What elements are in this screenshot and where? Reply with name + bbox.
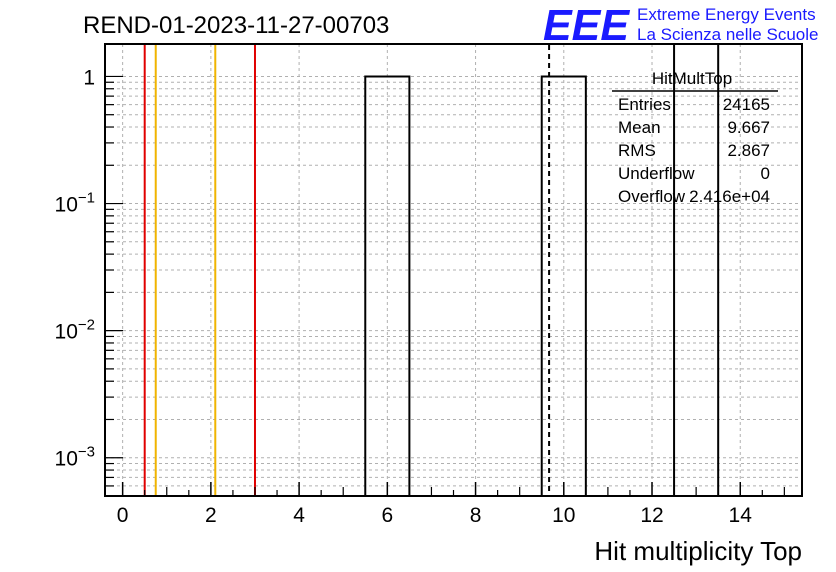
stats-title: HitMultTop — [652, 69, 732, 88]
eee-logo-line1: Extreme Energy Events — [637, 5, 816, 24]
run-title: REND-01-2023-11-27-00703 — [83, 12, 389, 39]
stats-value-mean: 9.667 — [727, 118, 770, 137]
x-tick-label: 10 — [552, 504, 575, 527]
eee-logo-line2: La Scienza nelle Scuole — [637, 25, 818, 44]
x-tick-label: 14 — [729, 504, 753, 527]
y-tick-label: 1 — [83, 66, 95, 89]
stats-label-rms: RMS — [618, 141, 656, 160]
eee-logo-mark: EEE — [543, 1, 631, 50]
x-tick-label: 2 — [205, 504, 217, 527]
stats-value-underflow: 0 — [761, 164, 770, 183]
x-axis-title: Hit multiplicity Top — [594, 536, 802, 566]
histogram-bin — [364, 75, 411, 496]
y-tick-label: 10−2 — [55, 317, 95, 344]
x-tick-label: 0 — [117, 504, 129, 527]
y-tick-label: 10−3 — [55, 444, 95, 471]
stats-value-entries: 24165 — [723, 95, 770, 114]
y-tick-label: 10−1 — [55, 190, 95, 217]
stats-value-overflow: 2.416e+04 — [689, 187, 770, 206]
stats-value-rms: 2.867 — [727, 141, 770, 160]
x-tick-label: 8 — [470, 504, 482, 527]
x-tick-label: 4 — [293, 504, 305, 527]
axis-ticks — [105, 75, 785, 497]
stats-label-overflow: Overflow — [618, 187, 686, 206]
stats-box: HitMultTop Entries 24165 Mean 9.667 RMS … — [612, 69, 778, 206]
stats-label-mean: Mean — [618, 118, 661, 137]
grid-layer — [105, 44, 802, 497]
y-tick-labels: 1 10−1 10−2 10−3 — [55, 66, 95, 470]
stats-label-underflow: Underflow — [618, 164, 695, 183]
x-tick-label: 12 — [640, 504, 663, 527]
reference-lines — [143, 45, 551, 495]
x-tick-label: 6 — [381, 504, 393, 527]
histogram-bin — [540, 75, 587, 496]
x-tick-labels: 0 2 4 6 8 10 12 14 — [117, 504, 752, 527]
eee-logo: EEE Extreme Energy Events La Scienza nel… — [543, 1, 818, 50]
stats-label-entries: Entries — [618, 95, 671, 114]
